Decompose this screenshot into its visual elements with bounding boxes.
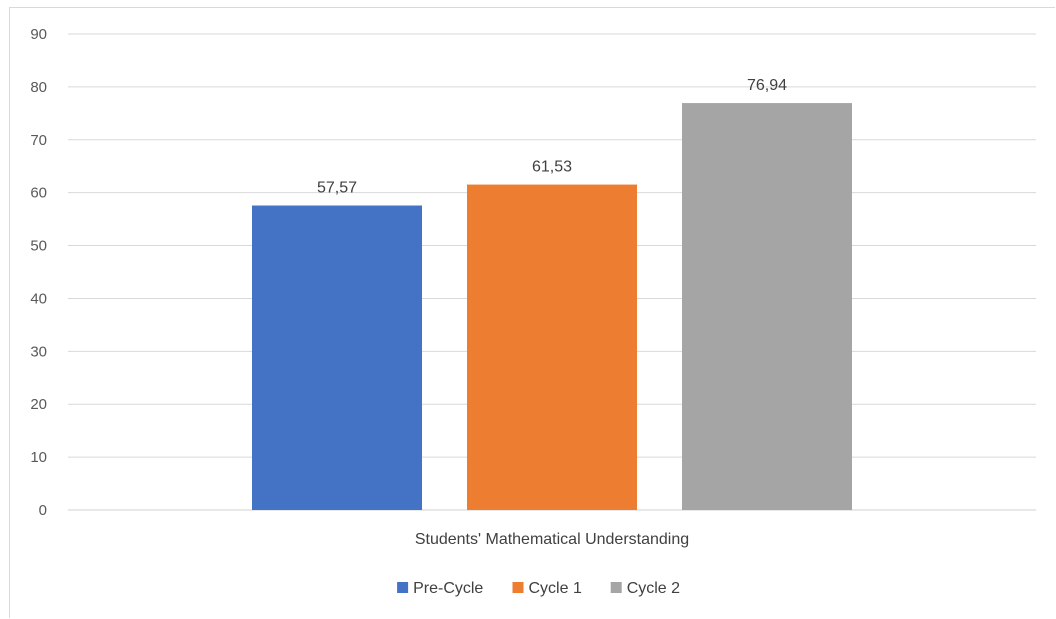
legend-label-cycle-1: Cycle 1 (529, 580, 582, 597)
legend-label-cycle-2: Cycle 2 (627, 580, 680, 597)
y-tick-label-40: 40 (30, 290, 47, 307)
y-tick-label-70: 70 (30, 132, 47, 149)
legend-swatch-cycle-1 (512, 582, 524, 593)
bar-cycle-1 (467, 184, 637, 511)
y-tick-label-0: 0 (39, 502, 47, 519)
legend-label-pre-cycle: Pre-Cycle (413, 580, 483, 597)
data-label-pre-cycle: 57,57 (317, 180, 357, 197)
bar-pre-cycle (252, 205, 422, 510)
data-label-cycle-2: 76,94 (747, 77, 787, 94)
legend-swatch-pre-cycle (397, 582, 409, 593)
y-tick-label-50: 50 (30, 238, 47, 255)
legend-swatch-cycle-2 (610, 582, 622, 593)
y-tick-label-80: 80 (30, 79, 47, 96)
category-label: Students' Mathematical Understanding (415, 531, 689, 548)
y-tick-label-30: 30 (30, 343, 47, 360)
y-tick-label-20: 20 (30, 396, 47, 413)
y-tick-label-60: 60 (30, 185, 47, 202)
bar-cycle-2 (682, 103, 852, 511)
y-tick-label-90: 90 (30, 26, 47, 43)
y-tick-label-10: 10 (30, 449, 47, 466)
data-label-cycle-1: 61,53 (532, 159, 572, 176)
